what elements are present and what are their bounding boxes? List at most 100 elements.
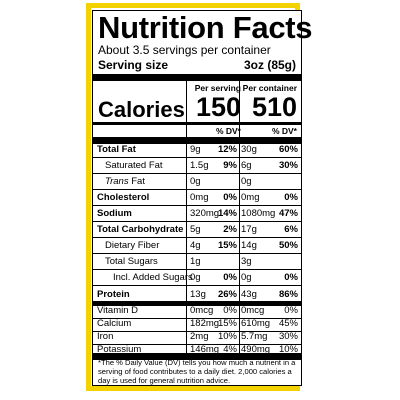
nutrient-name: Vitamin D: [97, 305, 139, 316]
nutrient-row: Saturated Fat 1.5g 9% 6g 30%: [93, 157, 301, 174]
nutrient-amt-value: 4g: [190, 240, 201, 251]
nutrient-amt-value: 490mg: [241, 344, 271, 355]
nutrient-name: Incl. Added Sugars: [113, 272, 193, 283]
servings-per-container: About 3.5 servings per container: [98, 43, 271, 57]
nutrient-row: Sodium 320mg 14% 1080mg 47%: [93, 205, 301, 222]
nutrient-dv-value: 15%: [217, 318, 237, 329]
nutrient-name: Calcium: [97, 318, 132, 329]
nutrition-label: Nutrition Facts About 3.5 servings per c…: [92, 10, 313, 386]
nutrient-dv-value: 60%: [278, 144, 298, 155]
nutrient-row: Potassium 146mg 4% 490mg 10%: [93, 341, 301, 358]
nutrient-dv-value: 6%: [284, 224, 298, 235]
nutrient-amt-value: 0g: [241, 272, 252, 283]
nutrient-row: Total Fat 9g 12% 30g 60%: [93, 141, 301, 158]
nutrient-amt-value: 610mg: [241, 318, 271, 329]
nutrient-row: Cholesterol 0mg 0% 0mg 0%: [93, 189, 301, 206]
nutrient-dv-value: 4%: [223, 344, 237, 355]
divider-thick: [93, 137, 301, 144]
nutrient-row: Incl. Added Sugars 0g 0% 0g 0%: [93, 269, 301, 286]
nutrient-row: Calcium 182mg 15% 610mg 45%: [93, 315, 301, 332]
nutrient-amt-value: 17g: [241, 224, 257, 235]
nutrient-dv-value: 50%: [278, 240, 298, 251]
nutrient-name: Iron: [97, 331, 114, 342]
nutrient-name: Protein: [97, 289, 130, 300]
label-title: Nutrition Facts: [98, 10, 313, 45]
row-divider: [93, 189, 301, 190]
nutrient-dv-value: 0%: [284, 192, 298, 203]
nutrient-amt-value: 6g: [241, 160, 252, 171]
nutrient-dv-value: 10%: [217, 331, 237, 342]
divider-thick: [93, 74, 301, 81]
row-divider: [93, 173, 301, 174]
row-divider: [93, 157, 301, 158]
dv-header-container: % DV*: [271, 126, 297, 136]
nutrient-dv-value: 0%: [223, 272, 237, 283]
nutrient-row: Iron 2mg 10% 5.7mg 30%: [93, 328, 301, 345]
nutrient-row: Vitamin D 0mcg 0% 0mcg 0%: [93, 302, 301, 319]
nutrient-amt-value: 0mg: [241, 192, 260, 203]
col-header-per-container: Per container: [242, 83, 297, 93]
column-divider: [239, 81, 240, 355]
row-divider: [93, 318, 301, 319]
nutrient-dv-value: 12%: [217, 144, 237, 155]
nutrient-name: Potassium: [97, 344, 142, 355]
nutrient-row: Dietary Fiber 4g 15% 14g 50%: [93, 237, 301, 254]
nutrient-dv-value: 15%: [217, 240, 237, 251]
nutrient-dv-value: 30%: [278, 160, 298, 171]
nutrient-dv-value: 0%: [223, 192, 237, 203]
row-divider: [93, 285, 301, 286]
nutrient-dv-value: 26%: [217, 289, 237, 300]
nutrient-amt-value: 3g: [241, 256, 252, 267]
nutrient-amt-value: 0mcg: [190, 305, 214, 316]
nutrient-amt-value: 182mg: [190, 318, 220, 329]
nutrient-amt-value: 146mg: [190, 344, 220, 355]
dv-header-serving: % DV*: [215, 126, 241, 136]
nutrient-name: Saturated Fat: [105, 160, 163, 171]
nutrient-name-rest: Fat: [128, 176, 145, 187]
nutrient-name: Total Carbohydrate: [97, 224, 184, 235]
nutrient-name: Sodium: [97, 208, 132, 219]
nutrient-name: Total Fat: [97, 144, 136, 155]
nutrient-amt-value: 1g: [190, 256, 201, 267]
nutrient-amt-value: 5g: [190, 224, 201, 235]
nutrient-amt-value: 0g: [190, 272, 201, 283]
nutrient-amt-value: 9g: [190, 144, 201, 155]
nutrient-name: Total Sugars: [105, 256, 158, 267]
nutrient-amt-value: 0g: [190, 176, 201, 187]
column-divider: [186, 81, 187, 355]
calories-label: Calories: [98, 97, 185, 122]
calories-per-serving: 150: [195, 92, 241, 122]
nutrient-row: Total Sugars 1g 3g: [93, 253, 301, 270]
nutrient-amt-value: 0g: [241, 176, 252, 187]
serving-size-label: Serving size: [98, 58, 169, 72]
serving-size-value: 3oz (85g): [243, 58, 296, 72]
nutrient-amt-value: 1080mg: [241, 208, 276, 219]
nutrient-dv-value: 47%: [278, 208, 298, 219]
nutrient-dv-value: 2%: [223, 224, 237, 235]
nutrient-amt-value: 13g: [190, 289, 206, 300]
nutrient-amt-value: 0mg: [190, 192, 209, 203]
nutrient-amt-value: 14g: [241, 240, 257, 251]
nutrient-dv-value: 0%: [223, 305, 237, 316]
nutrient-row: Protein 13g 26% 43g 86%: [93, 286, 301, 306]
nutrient-amt-value: 1.5g: [190, 160, 209, 171]
nutrient-dv-value: 0%: [284, 305, 298, 316]
nutrient-dv-value: 0%: [284, 272, 298, 283]
nutrient-name: Trans Fat: [105, 176, 145, 187]
nutrient-row: Trans Fat 0g 0g: [93, 173, 301, 190]
nutrient-amt-value: 30g: [241, 144, 257, 155]
row-divider: [93, 237, 301, 238]
nutrient-amt-value: 43g: [241, 289, 257, 300]
row-divider: [93, 253, 301, 254]
nutrient-dv-value: 45%: [278, 318, 298, 329]
divider-medium: [93, 122, 301, 125]
nutrient-dv-value: 14%: [217, 208, 237, 219]
nutrient-dv-value: 86%: [278, 289, 298, 300]
row-divider: [93, 269, 301, 270]
nutrient-dv-value: 10%: [278, 344, 298, 355]
nutrient-amt-value: 2mg: [190, 331, 209, 342]
nutrient-name: Cholesterol: [97, 192, 150, 203]
nutrient-name: Dietary Fiber: [105, 240, 160, 251]
row-divider: [93, 331, 301, 332]
nutrient-amt-value: 0mcg: [241, 305, 265, 316]
